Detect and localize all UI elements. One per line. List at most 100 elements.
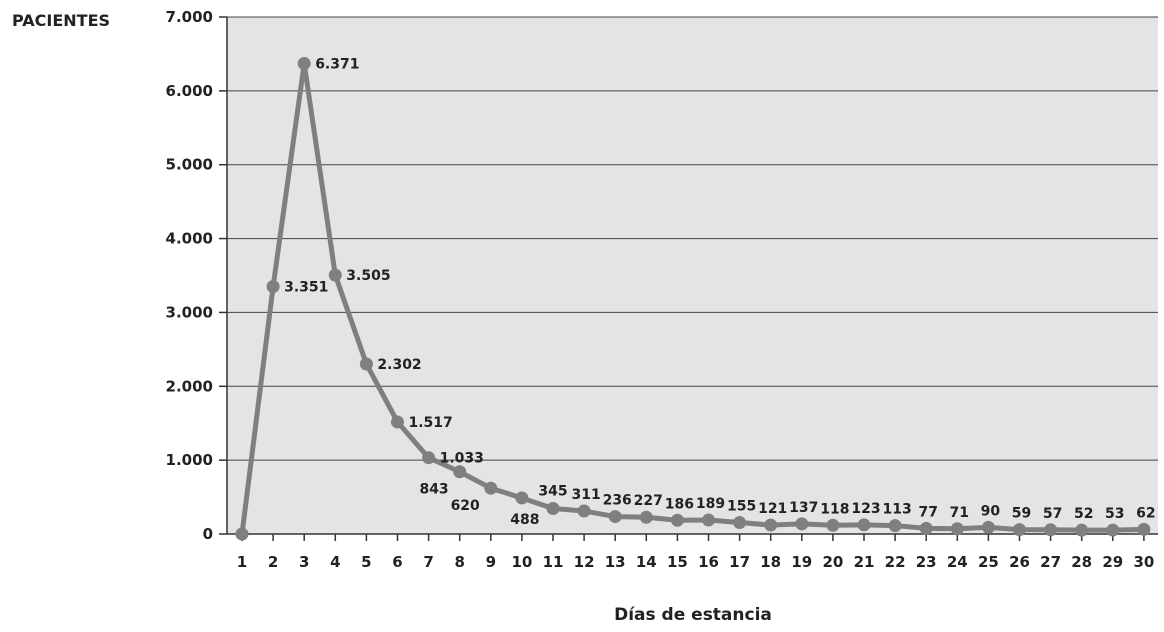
x-tick-label: 19 (791, 553, 812, 571)
data-point (1137, 522, 1151, 536)
data-point (826, 518, 840, 532)
data-label: 236 (603, 493, 632, 509)
data-label: 57 (1043, 506, 1062, 522)
data-point (546, 502, 560, 516)
y-tick-labels: 0 1.000 2.000 3.000 4.000 5.000 6.000 7.000 (166, 8, 227, 543)
x-tick-label: 9 (486, 553, 496, 571)
data-point (422, 451, 436, 465)
axes (226, 17, 1158, 535)
data-point (515, 491, 529, 505)
data-label: 53 (1105, 506, 1124, 522)
data-point (1106, 523, 1120, 537)
y-tick-label: 6.000 (166, 82, 213, 100)
x-tick-label: 11 (543, 553, 564, 571)
data-label: 3.351 (284, 280, 328, 296)
x-tick-label: 27 (1040, 553, 1061, 571)
x-tick-label: 26 (1009, 553, 1030, 571)
data-label: 90 (981, 503, 1001, 519)
data-label: 77 (918, 504, 937, 520)
x-tick-label: 5 (361, 553, 371, 571)
y-tick-label: 5.000 (166, 156, 213, 174)
x-tick-label: 29 (1102, 553, 1123, 571)
x-tick-label: 20 (822, 553, 843, 571)
x-tick-label: 16 (698, 553, 719, 571)
data-point (391, 415, 404, 429)
x-tick-label: 18 (760, 553, 781, 571)
data-label: 1.033 (440, 451, 484, 467)
data-label: 186 (665, 496, 694, 512)
data-point (795, 517, 809, 531)
x-tick-label: 22 (885, 553, 906, 571)
y-tick-label: 3.000 (166, 303, 213, 321)
x-tick-label: 21 (854, 553, 875, 571)
x-tick-label: 25 (978, 553, 999, 571)
x-tick-label: 10 (511, 553, 532, 571)
x-tick-label: 15 (667, 553, 688, 571)
x-tick-label: 17 (729, 553, 750, 571)
data-label: 113 (882, 502, 911, 518)
y-tick-label: 7.000 (166, 8, 213, 26)
data-label: 1.517 (409, 415, 453, 431)
x-tick-label: 14 (636, 553, 657, 571)
data-label: 121 (758, 501, 787, 517)
data-label: 62 (1136, 505, 1155, 521)
data-label: 2.302 (377, 357, 421, 373)
x-tick-label: 6 (392, 553, 402, 571)
data-label: 189 (696, 496, 725, 512)
data-point (608, 510, 622, 524)
data-point (857, 518, 871, 532)
data-label: 137 (789, 500, 818, 516)
x-tick-label: 7 (423, 553, 433, 571)
data-label: 59 (1012, 506, 1031, 522)
data-point (1044, 523, 1058, 537)
y-tick-label: 4.000 (166, 230, 213, 248)
data-point (577, 504, 591, 518)
plot-area (227, 17, 1158, 534)
data-point (359, 357, 373, 371)
x-tick-label: 1 (237, 553, 247, 571)
data-label: 155 (727, 499, 756, 515)
gridlines (227, 16, 1158, 461)
data-point (764, 518, 778, 532)
data-point (670, 513, 684, 527)
data-label: 52 (1074, 506, 1093, 522)
x-tick-label: 23 (916, 553, 937, 571)
data-label: 71 (950, 505, 969, 521)
data-label: 311 (571, 487, 600, 503)
data-label: 843 (419, 482, 448, 498)
x-tick-label: 4 (330, 553, 340, 571)
data-point (888, 519, 902, 533)
data-point (639, 510, 653, 524)
x-tick-label: 2 (268, 553, 278, 571)
data-label: 118 (820, 501, 849, 517)
data-point (328, 268, 342, 282)
data-point (919, 521, 933, 535)
data-label: 123 (851, 501, 880, 517)
y-tick-label: 1.000 (166, 451, 213, 469)
data-label: 620 (451, 498, 480, 514)
x-tick-label: 13 (605, 553, 626, 571)
data-label: 6.371 (315, 56, 359, 72)
data-point (981, 520, 995, 534)
data-label: 345 (538, 484, 567, 500)
data-point (453, 465, 467, 479)
x-tick-label: 30 (1133, 553, 1154, 571)
data-label: 227 (634, 493, 663, 509)
data-point (733, 516, 747, 530)
x-tick-label: 24 (947, 553, 968, 571)
data-point (266, 280, 280, 294)
y-tick-label: 0 (203, 525, 213, 543)
data-point (702, 513, 715, 527)
x-tick-label: 28 (1071, 553, 1092, 571)
x-tick-label: 12 (574, 553, 595, 571)
data-point (484, 481, 498, 495)
data-point (235, 527, 249, 541)
y-axis-title: PACIENTES (12, 11, 110, 30)
x-tick-labels: 1 2 3 4 5 6 7 8 9 10 11 12 13 14 15 16 17 18 19 20 21 22 23 24 2… (237, 534, 1154, 571)
x-tick-label: 8 (454, 553, 464, 571)
data-label: 488 (510, 512, 539, 528)
y-tick-label: 2.000 (166, 377, 213, 395)
x-tick-label: 3 (299, 553, 309, 571)
